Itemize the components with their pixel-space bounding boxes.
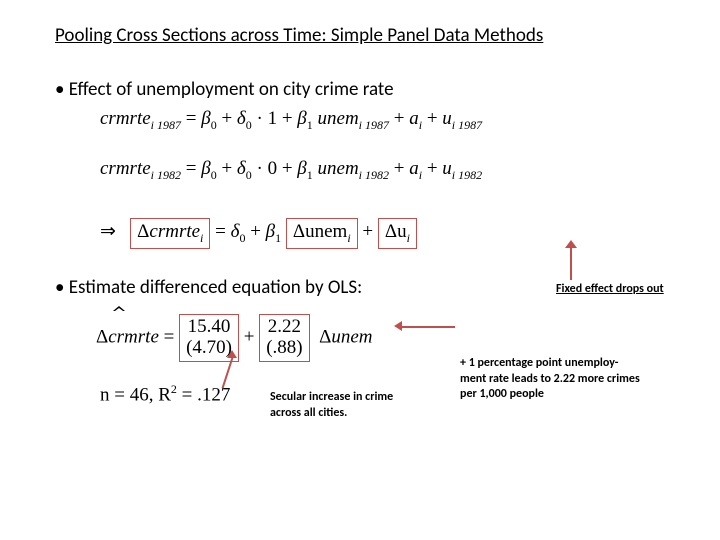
equation-diff: ⇒ Δcrmrtei = δ0 + β1 Δunemi + Δui	[100, 218, 417, 249]
arrow-fixed-effect	[570, 244, 572, 280]
stats-line: n = 46, R2 = .127	[100, 382, 230, 406]
annotation-fixed-effect: Fixed effect drops out	[556, 282, 664, 298]
arrow-unemp	[400, 326, 455, 328]
equation-1982: crmrtei 1982 = β0 + δ0 · 0 + β1 unemi 19…	[100, 158, 482, 183]
box-dcrmrte: Δcrmrtei	[130, 218, 210, 249]
box-slope: 2.22 (.88)	[259, 314, 309, 362]
bullet-effect: • Effect of unemployment on city crime r…	[55, 78, 394, 101]
annotation-unemp: + 1 percentage point unemploy- ment rate…	[460, 356, 670, 403]
box-du: Δui	[378, 218, 417, 249]
arrowhead-unemp	[394, 321, 402, 331]
arrowhead-secular	[227, 350, 237, 358]
bullet-ols: • Estimate differenced equation by OLS:	[55, 276, 362, 299]
slide-title: Pooling Cross Sections across Time: Simp…	[55, 24, 543, 47]
annotation-secular: Secular increase in crime across all cit…	[270, 390, 420, 421]
arrowhead-fixed-effect	[565, 240, 577, 248]
box-dunem: Δunemi	[286, 218, 358, 249]
equation-1987: crmrtei 1987 = β0 + δ0 · 1 + β1 unemi 19…	[100, 108, 482, 133]
